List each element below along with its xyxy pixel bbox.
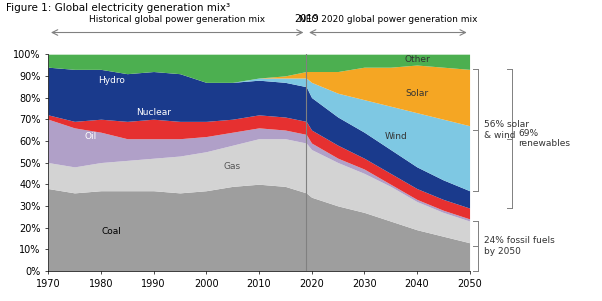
- Text: Oil: Oil: [84, 132, 96, 141]
- Text: Coal: Coal: [101, 227, 122, 236]
- Text: 2019: 2019: [294, 14, 318, 24]
- Text: 24% fossil fuels
by 2050: 24% fossil fuels by 2050: [484, 236, 555, 256]
- Text: Gas: Gas: [224, 162, 241, 171]
- Text: Wind: Wind: [385, 132, 407, 141]
- Text: Solar: Solar: [405, 89, 429, 98]
- Text: Figure 1: Global electricity generation mix³: Figure 1: Global electricity generation …: [6, 3, 230, 13]
- Text: Historical global power generation mix: Historical global power generation mix: [89, 15, 265, 24]
- Text: Nuclear: Nuclear: [136, 108, 171, 117]
- Text: 56% solar
& wind: 56% solar & wind: [484, 120, 529, 140]
- Text: 69%
renewables: 69% renewables: [518, 129, 570, 148]
- Text: Hydro: Hydro: [98, 76, 125, 85]
- Text: NEO 2020 global power generation mix: NEO 2020 global power generation mix: [299, 15, 477, 24]
- Text: Other: Other: [404, 55, 430, 64]
